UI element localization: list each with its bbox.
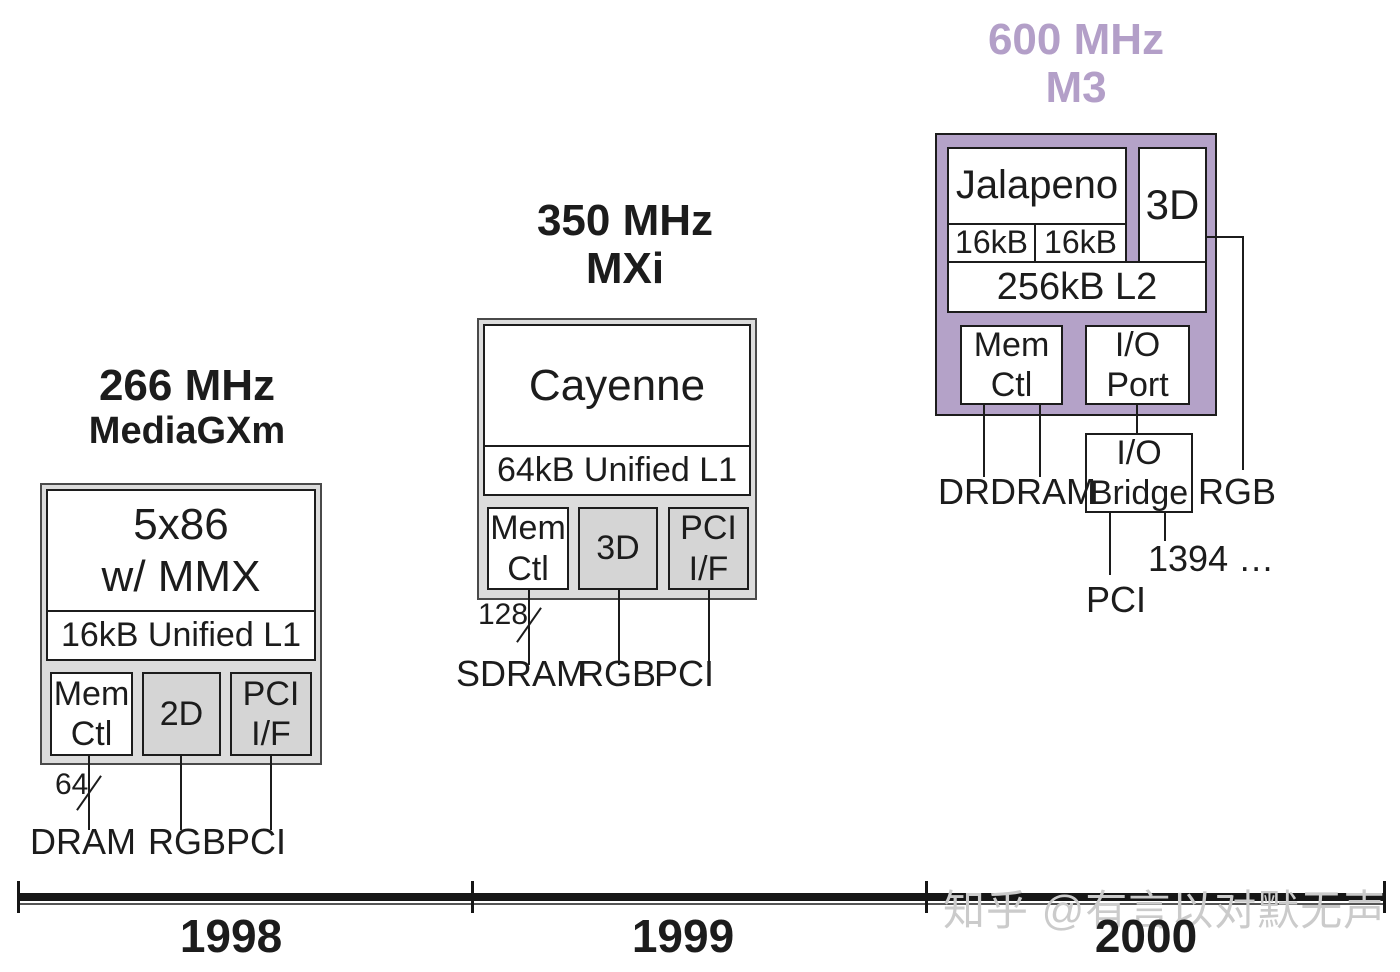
gen3-pci-label: PCI <box>1086 579 1147 620</box>
gen1-core-box: 5x86 w/ MMX <box>46 489 316 612</box>
gen3-io-port-box: I/O Port <box>1085 325 1190 405</box>
gen2-3d-box: 3D <box>578 507 658 590</box>
gen1-title-frequency: 266 MHz <box>98 361 276 410</box>
gen3-io-bridge-line1: I/O <box>1116 433 1162 472</box>
watermark-text: 知乎 @有言以对默无声 <box>943 887 1387 934</box>
gen2-mem-ctl-box: Mem Ctl <box>487 507 569 590</box>
gen3-core-box: Jalapeno <box>947 147 1127 225</box>
gen2-pci-if-line2: I/F <box>688 549 729 588</box>
gen1-pci-if-text: PCI I/F <box>243 674 300 754</box>
gen1-l1-cache-box: 16kB Unified L1 <box>46 610 316 661</box>
timeline-tick-2000 <box>925 881 928 913</box>
gen2-rgb-line <box>618 590 620 665</box>
gen2-bus-width-label: 128 <box>478 598 529 631</box>
gen1-mem-ctl-line2: Ctl <box>70 715 113 753</box>
gen3-drdram-line-1 <box>983 405 985 477</box>
gen1-dram-label: DRAM <box>30 821 136 862</box>
gen3-l1-cache-right-box: 16kB <box>1034 223 1127 263</box>
gen3-io-bridge-text: I/O Bridge <box>1090 433 1188 513</box>
timeline-axis-bar <box>18 893 1385 901</box>
gen2-pci-line <box>708 590 710 665</box>
gen2-pci-if-line1: PCI <box>680 509 737 548</box>
gen3-io-port-line1: I/O <box>1114 325 1161 364</box>
gen1-2d-box: 2D <box>142 672 221 756</box>
gen2-l1-cache-box: 64kB Unified L1 <box>483 445 751 496</box>
gen1-core-text: 5x86 w/ MMX <box>102 499 261 603</box>
gen3-mem-ctl-line2: Ctl <box>990 366 1033 404</box>
gen1-core-line1: 5x86 <box>133 499 229 549</box>
timeline-tick-end <box>1383 881 1386 913</box>
gen1-rgb-label: RGB <box>148 821 227 862</box>
gen3-l1-cache-left-box: 16kB <box>947 223 1036 263</box>
gen3-bridge-to-pci-line <box>1109 513 1111 575</box>
gen2-title-name: MXi <box>585 244 665 293</box>
gen3-io-bridge-line2: Bridge <box>1089 474 1189 512</box>
gen3-mem-ctl-box: Mem Ctl <box>960 325 1063 405</box>
timeline-tick-start <box>17 881 20 913</box>
timeline-tick-1999 <box>471 881 474 913</box>
gen3-io-bridge-box: I/O Bridge <box>1085 433 1193 513</box>
gen3-mem-ctl-line1: Mem <box>973 325 1050 364</box>
gen2-mem-ctl-line2: Ctl <box>507 549 549 588</box>
timeline-year-1998: 1998 <box>179 910 283 962</box>
gen3-io-port-text: I/O Port <box>1106 325 1168 405</box>
gen3-drdram-label: DRDRAM <box>938 471 1096 512</box>
gen3-bridge-to-1394-line <box>1164 513 1166 541</box>
gen2-core-box: Cayenne <box>483 324 751 447</box>
gen2-title-frequency: 350 MHz <box>536 196 714 245</box>
gen1-mem-ctl-text: Mem Ctl <box>54 674 130 754</box>
gen2-pci-if-box: PCI I/F <box>668 507 749 590</box>
gen1-mem-ctl-box: Mem Ctl <box>50 672 133 756</box>
gen2-pci-if-text: PCI I/F <box>680 508 737 588</box>
gen1-core-line2: w/ MMX <box>101 551 261 601</box>
gen1-pci-label: PCI <box>226 821 287 862</box>
timeline-axis-shadow-line <box>18 903 1385 905</box>
gen1-pci-if-line1: PCI <box>242 674 300 713</box>
gen1-pci-if-box: PCI I/F <box>230 672 312 756</box>
timeline-year-2000: 2000 <box>1094 910 1198 962</box>
gen1-rgb-line <box>180 756 182 830</box>
gen3-io-port-to-bridge-line <box>1136 405 1138 433</box>
gen1-bus-width-label: 64 <box>55 768 89 801</box>
gen3-rgb-label: RGB <box>1198 471 1277 512</box>
gen3-3d-to-rgb-vline <box>1242 236 1244 470</box>
gen3-mem-ctl-text: Mem Ctl <box>974 325 1050 405</box>
gen1-mem-ctl-line1: Mem <box>53 674 130 713</box>
gen3-l2-cache-box: 256kB L2 <box>947 261 1207 313</box>
gen2-sdram-label: SDRAM <box>456 653 587 694</box>
gen1-title-name: MediaGXm <box>88 410 286 452</box>
gen3-drdram-line-2 <box>1039 405 1041 477</box>
gen2-rgb-label: RGB <box>578 653 657 694</box>
gen3-title-name: M3 <box>1045 63 1107 112</box>
gen1-pci-line <box>270 756 272 830</box>
gen2-mem-ctl-line1: Mem <box>490 509 566 548</box>
gen3-io-port-line2: Port <box>1106 366 1169 404</box>
gen3-1394-label: 1394 … <box>1148 538 1275 579</box>
gen2-sdram-bus-line <box>528 590 530 665</box>
gen3-3d-box: 3D <box>1138 147 1207 263</box>
gen1-pci-if-line2: I/F <box>251 715 291 753</box>
timeline-year-1999: 1999 <box>631 910 735 962</box>
gen2-mem-ctl-text: Mem Ctl <box>490 508 566 588</box>
gen3-title-frequency: 600 MHz <box>987 15 1165 64</box>
gen2-pci-label: PCI <box>654 653 715 694</box>
gen3-3d-to-rgb-hline <box>1207 236 1244 238</box>
